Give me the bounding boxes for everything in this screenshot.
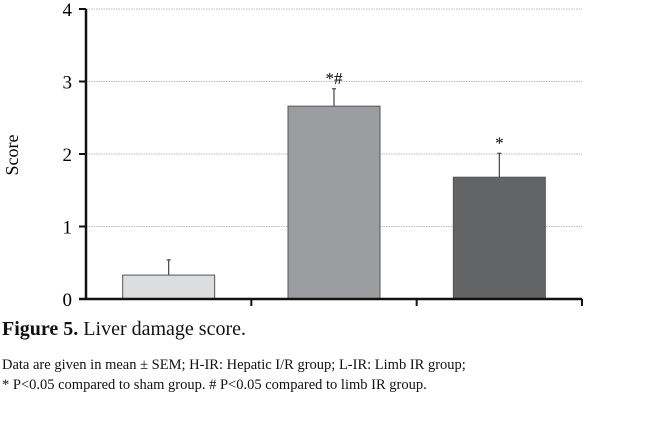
figure-label: Figure 5. — [2, 318, 79, 340]
y-tick-label: 2 — [63, 145, 73, 166]
figure-caption: Figure 5. Liver damage score. — [2, 318, 246, 341]
caption-note-1: Data are given in mean ± SEM; H-IR: Hepa… — [2, 357, 466, 373]
y-tick-label: 4 — [63, 0, 73, 21]
bar-chart: 01234Sham*#H-I/R*L-I/RScore — [2, 0, 583, 311]
significance-label: * — [495, 133, 504, 152]
y-tick-label: 1 — [63, 218, 73, 239]
y-tick-label: 0 — [63, 290, 73, 311]
bar-sham — [122, 274, 216, 300]
significance-label: *# — [326, 69, 344, 88]
figure-title: Liver damage score. — [78, 318, 246, 340]
y-axis-label: Score — [2, 134, 22, 175]
bar-lir — [452, 176, 546, 300]
y-tick-label: 3 — [63, 73, 73, 94]
caption-note-2: * P<0.05 compared to sham group. # P<0.0… — [2, 377, 427, 393]
bar-hir — [287, 105, 381, 300]
